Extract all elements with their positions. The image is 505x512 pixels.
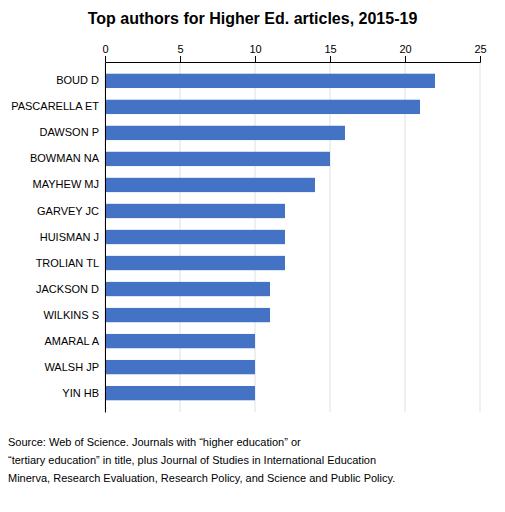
title: Top authors for Higher Ed. articles, 201… bbox=[88, 10, 418, 27]
bar bbox=[105, 230, 285, 244]
y-tick-label: MAYHEW MJ bbox=[33, 178, 99, 190]
x-tick-mark bbox=[180, 56, 181, 62]
x-tick-mark bbox=[255, 56, 256, 62]
bar bbox=[105, 74, 435, 88]
y-tick: YIN HB bbox=[62, 387, 99, 399]
y-tick-label: TROLIAN TL bbox=[36, 257, 99, 269]
bars bbox=[105, 74, 435, 401]
x-tick-mark bbox=[330, 56, 331, 62]
y-axis-line bbox=[105, 63, 106, 413]
bar bbox=[105, 126, 345, 140]
y-tick: PASCARELLA ET bbox=[11, 100, 99, 112]
x-tick-mark bbox=[480, 56, 481, 62]
x-tick-label: 25 bbox=[474, 43, 486, 55]
x-tick-label: 15 bbox=[324, 43, 336, 55]
annotation: Minerva, Research Evaluation, Research P… bbox=[8, 472, 395, 484]
chart: Top authors for Higher Ed. articles, 201… bbox=[0, 0, 505, 512]
y-tick: DAWSON P bbox=[40, 126, 100, 138]
bar bbox=[105, 282, 270, 296]
x-axis: 0 5 10 15 20 25 bbox=[102, 43, 486, 63]
x-tick-label: 10 bbox=[249, 43, 261, 55]
y-tick-label: YIN HB bbox=[62, 387, 99, 399]
y-tick-label: HUISMAN J bbox=[40, 231, 99, 243]
x-tick: 0 bbox=[102, 43, 108, 62]
x-tick-mark bbox=[405, 56, 406, 62]
y-tick-label: GARVEY JC bbox=[37, 204, 99, 216]
y-tick-label: WILKINS S bbox=[43, 309, 99, 321]
y-tick-label: BOWMAN NA bbox=[30, 152, 100, 164]
y-tick-label: PASCARELLA ET bbox=[11, 100, 99, 112]
x-tick-label: 5 bbox=[177, 43, 183, 55]
x-tick: 25 bbox=[474, 43, 486, 62]
y-tick: BOWMAN NA bbox=[30, 152, 100, 164]
grid-line bbox=[330, 62, 331, 412]
y-tick: HUISMAN J bbox=[40, 231, 99, 243]
y-tick: GARVEY JC bbox=[37, 204, 99, 216]
y-tick-label: JACKSON D bbox=[36, 283, 99, 295]
y-tick: WALSH JP bbox=[44, 361, 99, 373]
annotation: “tertiary education” in title, plus Jour… bbox=[8, 454, 376, 466]
bar bbox=[105, 334, 255, 348]
x-tick-label: 0 bbox=[102, 43, 108, 55]
grid bbox=[105, 62, 480, 412]
annotations: Source: Web of Science. Journals with “h… bbox=[8, 436, 395, 484]
y-tick: WILKINS S bbox=[43, 309, 99, 321]
grid-line bbox=[405, 62, 406, 412]
y-tick-label: AMARAL A bbox=[44, 335, 99, 347]
bar bbox=[105, 308, 270, 322]
annotation: Source: Web of Science. Journals with “h… bbox=[8, 436, 301, 448]
y-tick: BOUD D bbox=[56, 74, 99, 86]
x-tick-mark bbox=[105, 56, 106, 62]
bar bbox=[105, 386, 255, 400]
bar bbox=[105, 256, 285, 270]
grid-line bbox=[105, 62, 106, 412]
x-axis-line bbox=[106, 56, 481, 63]
grid-line bbox=[480, 62, 481, 412]
x-tick-label: 20 bbox=[399, 43, 411, 55]
y-tick: TROLIAN TL bbox=[36, 257, 99, 269]
bar bbox=[105, 204, 285, 218]
x-tick: 20 bbox=[399, 43, 411, 62]
bar bbox=[105, 100, 420, 114]
y-tick: JACKSON D bbox=[36, 283, 99, 295]
x-tick: 10 bbox=[249, 43, 261, 62]
y-axis: BOUD D PASCARELLA ET DAWSON P BOWMAN NA MAYH… bbox=[11, 63, 105, 413]
bar bbox=[105, 360, 255, 374]
plot: 0 5 10 15 20 25 BOUD D PASCARELLA ET DAWSON P BOW… bbox=[11, 43, 486, 413]
bar bbox=[105, 152, 330, 166]
x-tick: 15 bbox=[324, 43, 336, 62]
y-tick-label: WALSH JP bbox=[44, 361, 99, 373]
y-tick: MAYHEW MJ bbox=[33, 178, 99, 190]
y-tick-label: DAWSON P bbox=[40, 126, 100, 138]
y-tick: AMARAL A bbox=[44, 335, 99, 347]
bar bbox=[105, 178, 315, 192]
y-tick-label: BOUD D bbox=[56, 74, 99, 86]
x-tick: 5 bbox=[177, 43, 183, 62]
